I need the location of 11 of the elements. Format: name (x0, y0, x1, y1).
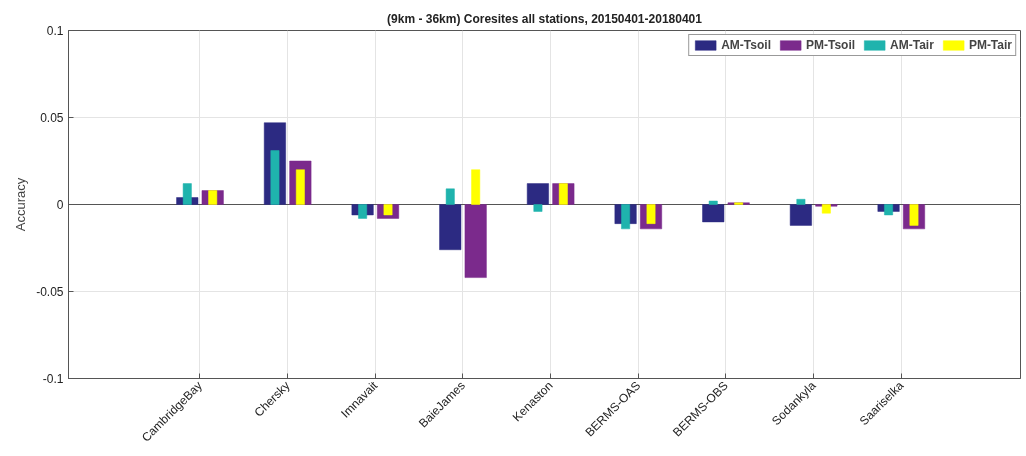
chart-title: (9km - 36km) Coresites all stations, 20150401-20180401 (387, 11, 703, 26)
y-tick-label: -0.05 (36, 285, 64, 299)
y-tick-label: 0.1 (46, 24, 64, 38)
legend-label: AM-Tsoil (721, 38, 771, 52)
y-tick-label: 0 (56, 198, 64, 212)
legend-label: PM-Tair (968, 38, 1012, 52)
y-axis-title: Accuracy (13, 177, 29, 232)
y-tick-label: -0.1 (42, 372, 64, 386)
legend-label: AM-Tair (890, 38, 934, 52)
legend-label: PM-Tsoil (805, 38, 856, 52)
y-tick-label: 0.05 (40, 111, 64, 125)
